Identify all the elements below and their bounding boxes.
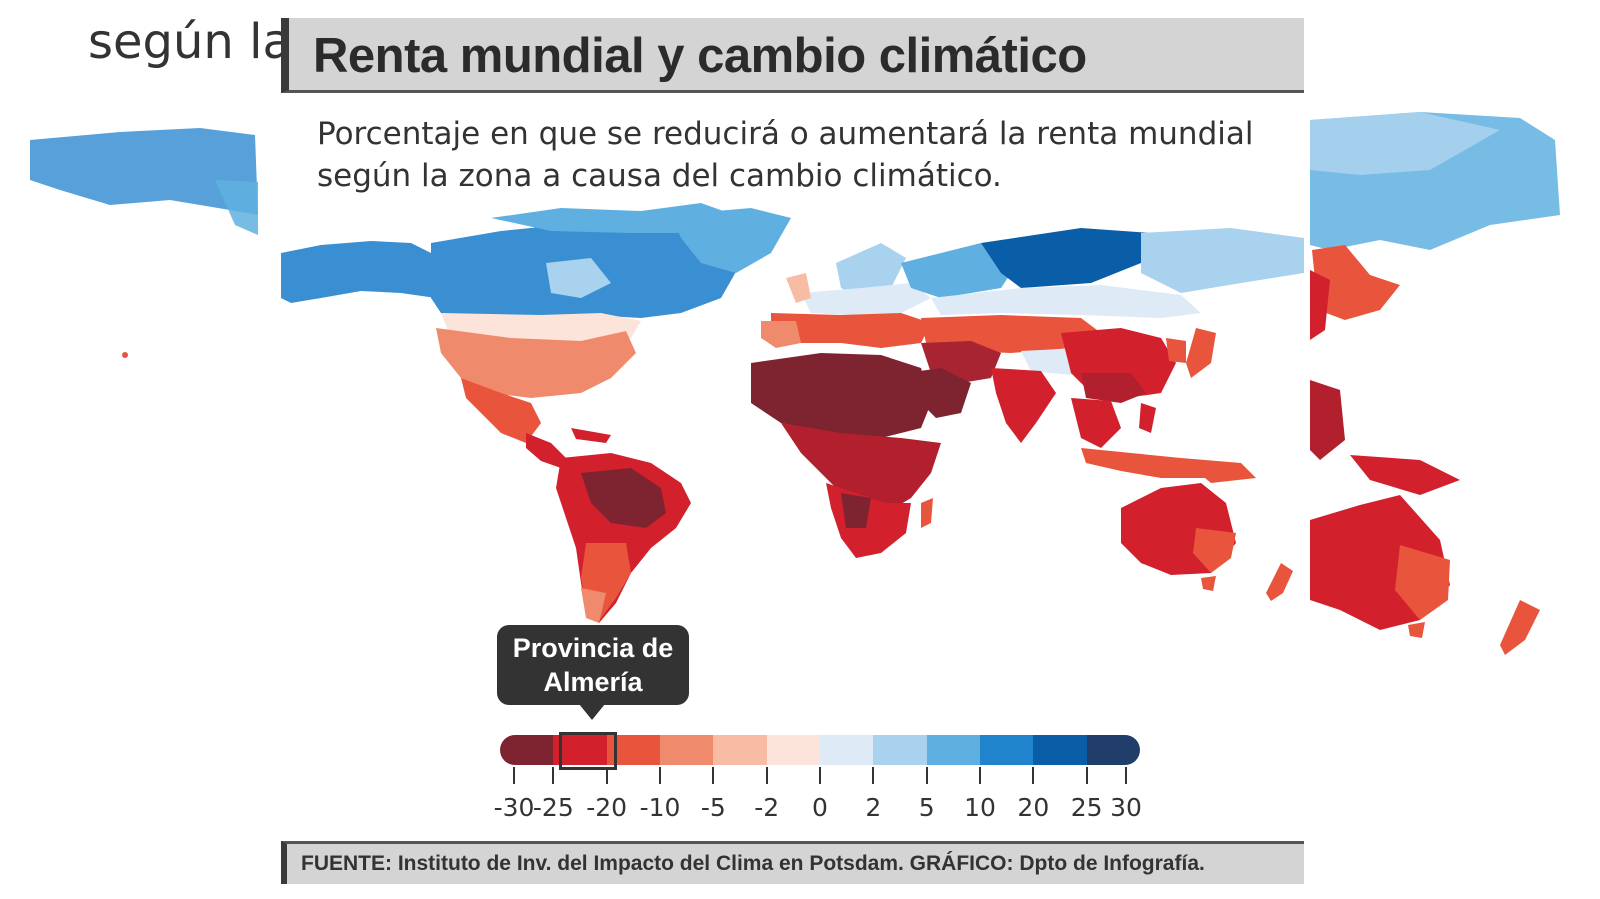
subtitle: Porcentaje en que se reducirá o aumentar… — [317, 116, 1254, 194]
map-region-southeast-asia — [1071, 398, 1121, 448]
legend-segment — [979, 735, 1034, 765]
legend-tick — [925, 767, 928, 784]
legend-tick-label: 20 — [1017, 793, 1050, 822]
legend-tick-label: 5 — [918, 793, 935, 822]
map-region-north-africa — [751, 353, 931, 438]
legend-segment — [553, 735, 607, 765]
legend-tick-label: 2 — [865, 793, 882, 822]
map-region-patagonia — [581, 588, 606, 623]
map-region-central-africa — [781, 423, 941, 513]
legend-tick-label: -10 — [639, 793, 681, 822]
legend-tick — [659, 767, 661, 784]
legend-segment — [713, 735, 767, 765]
map-region-new-guinea — [1181, 458, 1256, 483]
background-partial-text: según la — [88, 14, 292, 70]
map-region-caribbean — [571, 428, 611, 443]
bg-sea-islands — [1310, 380, 1345, 460]
world-map — [281, 203, 1304, 623]
callout-arrow — [579, 704, 605, 720]
map-region-central-america — [526, 433, 566, 468]
bg-new-zealand — [1500, 600, 1540, 655]
legend-segment — [926, 735, 980, 765]
map-region-hudson-light — [546, 258, 611, 298]
legend-tick — [1032, 767, 1035, 784]
legend-tick — [513, 767, 515, 784]
bg-hawaii — [122, 352, 128, 358]
source-footer: FUENTE: Instituto de Inv. del Impacto de… — [281, 841, 1304, 884]
legend-tick — [819, 767, 821, 784]
map-region-scandinavia — [836, 243, 906, 298]
map-region-siberia-south — [931, 285, 1201, 318]
legend-segment — [659, 735, 714, 765]
map-region-greenland — [671, 208, 791, 273]
bg-tasmania — [1408, 622, 1425, 638]
legend-segment — [1086, 735, 1140, 765]
legend-tick-label: 10 — [964, 793, 996, 822]
bg-alaska — [30, 128, 258, 215]
legend-tick — [552, 767, 555, 784]
legend-tick-label: 0 — [812, 793, 828, 822]
legend-tick-label: -5 — [700, 793, 726, 822]
legend-tick — [765, 767, 768, 784]
legend-tick — [979, 767, 981, 784]
legend-tick-label: -20 — [586, 793, 628, 822]
map-region-philippines — [1139, 403, 1156, 433]
map-region-uk — [786, 273, 811, 303]
map-region-southern-europe — [771, 313, 931, 348]
infographic-card: Renta mundial y cambio climático Porcent… — [281, 18, 1304, 884]
bg-australia-east — [1395, 545, 1450, 620]
legend-segment — [1033, 735, 1087, 765]
map-region-australia-east — [1193, 528, 1236, 573]
bg-siberia-light — [1310, 112, 1500, 175]
map-region-japan — [1186, 328, 1216, 378]
legend-tick — [1085, 767, 1088, 784]
bg-alaska-2 — [215, 180, 258, 235]
legend-tick-label: -25 — [532, 793, 574, 822]
map-region-mexico — [461, 378, 541, 443]
legend-tick-label: -2 — [754, 793, 780, 822]
legend-segment — [766, 735, 820, 765]
bg-china-coast — [1310, 270, 1330, 340]
legend-segment — [819, 735, 874, 765]
map-region-arabia — [906, 368, 971, 418]
almeria-callout: Provincia de Almería — [497, 625, 689, 705]
map-region-alaska — [281, 241, 436, 303]
bg-new-guinea — [1350, 455, 1460, 495]
legend-tick — [712, 767, 715, 784]
title-bar: Renta mundial y cambio climático — [281, 18, 1304, 93]
map-region-india — [991, 368, 1056, 443]
legend-tick — [1125, 767, 1127, 784]
callout-line-1: Provincia de — [512, 633, 674, 663]
callout-line-2: Almería — [543, 667, 643, 697]
map-region-iberia — [761, 321, 801, 348]
map-region-russia-east — [1141, 228, 1304, 293]
map-region-madagascar — [921, 498, 933, 528]
source-text: FUENTE: Instituto de Inv. del Impacto de… — [301, 852, 1205, 875]
map-region-new-zealand — [1266, 563, 1293, 601]
map-region-indonesia — [1081, 448, 1221, 478]
map-region-usa-south — [436, 328, 636, 398]
map-region-brazil-interior — [581, 468, 666, 528]
legend-highlight-box — [559, 732, 617, 770]
legend-tick — [605, 767, 608, 784]
map-region-china-east — [1081, 373, 1146, 403]
map-region-africa-south-dark — [841, 493, 871, 528]
map-region-korea — [1166, 338, 1186, 363]
legend-tick-label: 25 — [1070, 793, 1103, 822]
legend-tick-label: 30 — [1110, 793, 1142, 822]
legend-segment — [873, 735, 927, 765]
page-title: Renta mundial y cambio climático — [313, 29, 1087, 83]
color-legend — [500, 735, 1140, 765]
legend-tick — [872, 767, 875, 784]
legend-tick-label: -30 — [493, 793, 535, 822]
map-region-russia-central — [981, 228, 1151, 288]
map-region-northern-europe — [801, 283, 931, 315]
legend-segment — [500, 735, 554, 765]
bg-korea-japan — [1312, 245, 1400, 320]
map-region-tasmania — [1201, 576, 1216, 591]
